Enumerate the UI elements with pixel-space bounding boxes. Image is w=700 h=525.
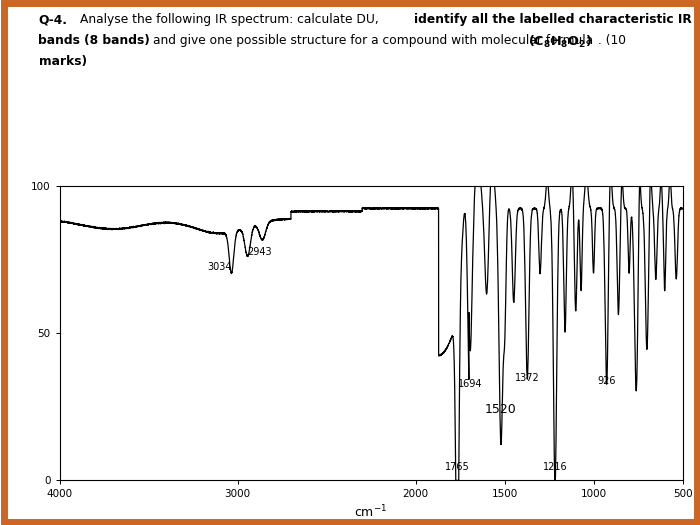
Text: 1520: 1520 (485, 403, 517, 416)
Text: 3034: 3034 (207, 261, 232, 271)
Text: 1765: 1765 (445, 461, 470, 471)
Text: identify all the labelled characteristic IR: identify all the labelled characteristic… (414, 13, 692, 26)
Text: marks): marks) (38, 55, 87, 68)
Text: 926: 926 (597, 376, 616, 386)
Text: 1694: 1694 (458, 379, 482, 389)
Text: Analyse the following IR spectrum: calculate DU,: Analyse the following IR spectrum: calcu… (80, 13, 383, 26)
Text: . (10: . (10 (598, 34, 626, 47)
Text: and give one possible structure for a compound with molecular formula: and give one possible structure for a co… (153, 34, 596, 47)
Text: 2943: 2943 (248, 247, 272, 257)
Text: bands (8 bands): bands (8 bands) (38, 34, 150, 47)
Text: 1216: 1216 (542, 461, 568, 471)
Text: 1372: 1372 (515, 373, 540, 383)
X-axis label: cm$^{-1}$: cm$^{-1}$ (354, 503, 388, 520)
Text: Q-4.: Q-4. (38, 13, 67, 26)
Text: $\mathbf{(C_8H_8O_2)}$: $\mathbf{(C_8H_8O_2)}$ (528, 34, 592, 50)
